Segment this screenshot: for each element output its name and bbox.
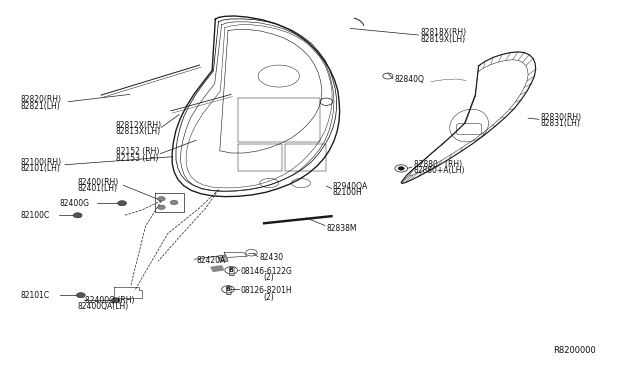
Text: Ⓑ: Ⓑ [225, 284, 231, 294]
Circle shape [170, 200, 178, 205]
Text: 82818X(RH): 82818X(RH) [420, 28, 467, 37]
Text: 08146-6122G: 08146-6122G [241, 266, 292, 276]
Text: 82830(RH): 82830(RH) [541, 113, 582, 122]
Text: 82420A: 82420A [196, 256, 225, 264]
Circle shape [398, 167, 404, 170]
Text: 82400(RH): 82400(RH) [77, 178, 119, 187]
Circle shape [157, 205, 165, 209]
Text: B: B [228, 268, 234, 273]
Text: 82880   (RH): 82880 (RH) [414, 160, 462, 169]
Text: 82152 (RH): 82152 (RH) [116, 147, 159, 156]
Polygon shape [211, 266, 223, 272]
Text: 82100(RH): 82100(RH) [20, 158, 61, 167]
Text: 82400G: 82400G [60, 199, 90, 208]
Text: 08126-8201H: 08126-8201H [241, 286, 292, 295]
Circle shape [73, 213, 82, 218]
Text: 82819X(LH): 82819X(LH) [420, 35, 465, 44]
Text: 82100H: 82100H [333, 188, 362, 197]
Text: 82400QA(LH): 82400QA(LH) [77, 302, 129, 311]
Text: B: B [225, 287, 230, 292]
Text: 82401(LH): 82401(LH) [77, 184, 118, 193]
Text: 82820(RH): 82820(RH) [20, 95, 61, 105]
Text: 82821(LH): 82821(LH) [20, 102, 60, 110]
Text: 82100C: 82100C [20, 211, 50, 220]
Circle shape [157, 197, 165, 201]
Text: 82813X(LH): 82813X(LH) [116, 127, 161, 136]
Text: 82400Q (RH): 82400Q (RH) [85, 296, 135, 305]
Circle shape [118, 201, 127, 206]
Text: 82831(LH): 82831(LH) [541, 119, 580, 128]
Text: 82880+A(LH): 82880+A(LH) [414, 166, 465, 175]
Text: (2): (2) [263, 292, 274, 302]
Text: R8200000: R8200000 [554, 346, 596, 355]
Text: 82838M: 82838M [326, 224, 357, 232]
Circle shape [111, 298, 120, 303]
Text: 82101(LH): 82101(LH) [20, 164, 60, 173]
Polygon shape [218, 257, 228, 262]
Text: 82812X(RH): 82812X(RH) [116, 121, 162, 130]
Text: 82940QA: 82940QA [333, 182, 368, 190]
Text: 82840Q: 82840Q [395, 75, 425, 84]
Text: Ⓑ: Ⓑ [228, 265, 234, 275]
Text: 82153 (LH): 82153 (LH) [116, 154, 158, 163]
Text: 82430: 82430 [260, 253, 284, 262]
Text: (2): (2) [263, 273, 274, 282]
Circle shape [76, 293, 85, 298]
Text: 82101C: 82101C [20, 291, 50, 300]
